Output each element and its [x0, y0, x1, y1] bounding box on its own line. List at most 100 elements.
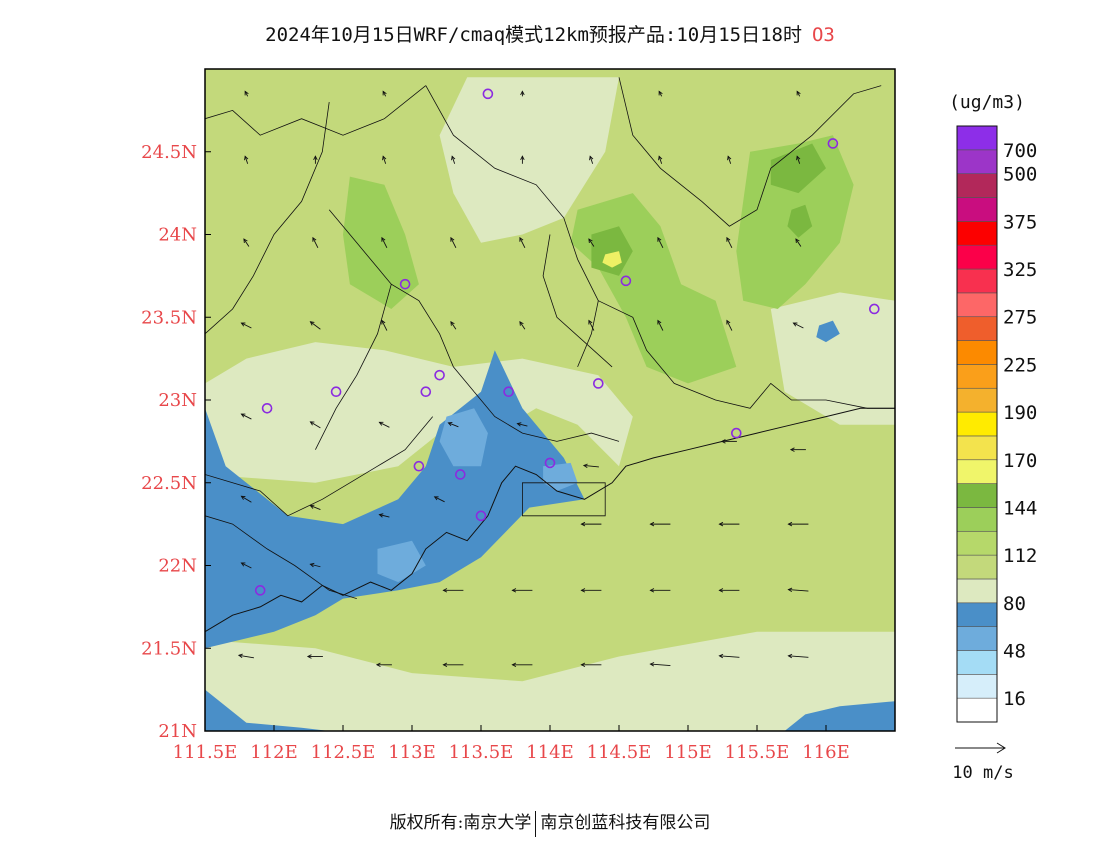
station-marker	[730, 427, 742, 439]
wind-arrow	[720, 439, 737, 444]
legend-swatch	[956, 292, 998, 318]
station-marker	[482, 88, 494, 100]
wind-arrow	[658, 155, 663, 164]
coastline	[205, 407, 895, 633]
legend-swatch	[956, 483, 998, 508]
wind-arrow	[312, 236, 319, 248]
legend-swatch	[956, 435, 998, 461]
contour-48-80	[205, 689, 330, 731]
lon-tick-label: 114E	[526, 742, 574, 763]
wind-arrow	[240, 495, 252, 503]
copyright-org-nju: 南京大学	[463, 813, 532, 833]
station-marker	[827, 138, 839, 149]
lat-tick-label: 23.5N	[141, 307, 197, 328]
lon-tick-label: 111.5E	[173, 742, 238, 763]
wind-arrow	[649, 588, 671, 593]
station-marker	[475, 510, 487, 522]
legend-swatch	[956, 650, 998, 675]
wind-arrow	[240, 322, 252, 329]
lon-tick-label: 114.5E	[587, 742, 652, 763]
title-text: 2024年10月15日WRF/cmaq模式12km预报产品:10月15日18时	[265, 24, 802, 46]
legend-swatch	[956, 197, 998, 222]
wind-arrow	[511, 662, 533, 668]
wind-arrow	[244, 90, 249, 97]
lat-tick-label: 21.5N	[141, 638, 197, 659]
station-marker	[620, 275, 632, 287]
legend-label: 190	[1003, 402, 1037, 424]
wind-arrow	[511, 588, 533, 593]
copyright-label: 版权所有:	[389, 813, 464, 833]
legend-swatch	[956, 364, 998, 389]
legend-label: 225	[1003, 354, 1037, 376]
wind-arrow	[588, 238, 595, 247]
legend-label: 275	[1003, 307, 1037, 329]
wind-arrow	[588, 319, 595, 331]
boundary-line	[598, 300, 895, 409]
wind-arrow	[520, 155, 525, 164]
legend-swatch	[956, 602, 998, 627]
legend-swatch	[956, 697, 998, 723]
station-marker	[868, 303, 880, 315]
station-marker	[503, 386, 514, 398]
wind-arrow	[519, 236, 526, 248]
species-label: O3	[811, 24, 835, 46]
legend-swatch	[956, 244, 998, 270]
lon-tick-label: 116E	[802, 742, 850, 763]
wind-arrow	[520, 90, 525, 97]
wind-arrow	[796, 155, 801, 164]
wind-arrow	[243, 238, 250, 247]
legend-label: 80	[1003, 593, 1026, 615]
wind-arrow	[382, 155, 387, 164]
wind-arrow	[726, 236, 733, 248]
legend-label: 112	[1003, 545, 1037, 567]
boundary-line	[205, 102, 330, 335]
legend-swatch	[956, 316, 998, 341]
wind-reference-key: 10 m/s	[952, 742, 1014, 783]
station-marker	[592, 378, 604, 389]
contour-48-80	[816, 320, 840, 343]
wind-vectors	[237, 90, 809, 668]
lat-tick-label: 21N	[158, 721, 197, 742]
contour-80-96	[770, 292, 895, 425]
contour-128-144	[787, 204, 813, 238]
boundary-line	[473, 391, 620, 442]
wind-arrow	[451, 155, 456, 164]
wind-arrow	[244, 155, 249, 164]
wind-arrow	[378, 421, 390, 428]
legend-label: 700	[1003, 140, 1037, 162]
contour-48-80	[784, 701, 895, 731]
contour-32-48	[543, 462, 578, 491]
wind-arrow	[306, 654, 323, 659]
station-marker	[454, 469, 466, 480]
wind-arrow	[727, 155, 732, 164]
legend-swatch	[956, 530, 998, 556]
wind-arrow	[649, 662, 671, 667]
station-marker	[399, 278, 411, 290]
wind-arrow	[657, 319, 664, 331]
wind-arrow	[381, 319, 388, 331]
legend-swatch	[956, 578, 998, 604]
admin-boundaries	[205, 77, 895, 633]
legend-swatch	[956, 221, 998, 246]
lon-tick-label: 115E	[664, 742, 712, 763]
boundary-line	[618, 77, 882, 227]
wind-arrow	[309, 504, 321, 510]
contour-32-48	[377, 540, 426, 583]
contour-112-128	[343, 176, 419, 309]
wind-arrow	[309, 562, 321, 568]
map-plot-area	[205, 69, 895, 731]
map-axes: 111.5E 112E 112.5E 113E 113.5E 114E 114.5E 115E…	[141, 142, 850, 763]
legend-swatch	[956, 125, 998, 151]
legend-swatch	[956, 173, 998, 198]
lon-tick-label: 112E	[250, 742, 298, 763]
contour-128-144	[770, 143, 826, 194]
wind-arrow	[378, 513, 390, 518]
legend-label: 144	[1003, 497, 1037, 519]
wind-arrow	[589, 155, 594, 164]
wind-arrow	[442, 662, 464, 668]
color-legend: (ug/m3) 16 48 80 112 144 170 190 225 275 325 375 500…	[949, 92, 1037, 723]
copyright-footer: 版权所有:南京大学 南京创蓝科技有限公司	[0, 808, 1100, 837]
wind-arrow	[789, 447, 806, 452]
boundary-line	[205, 85, 427, 136]
legend-frame	[956, 125, 998, 723]
